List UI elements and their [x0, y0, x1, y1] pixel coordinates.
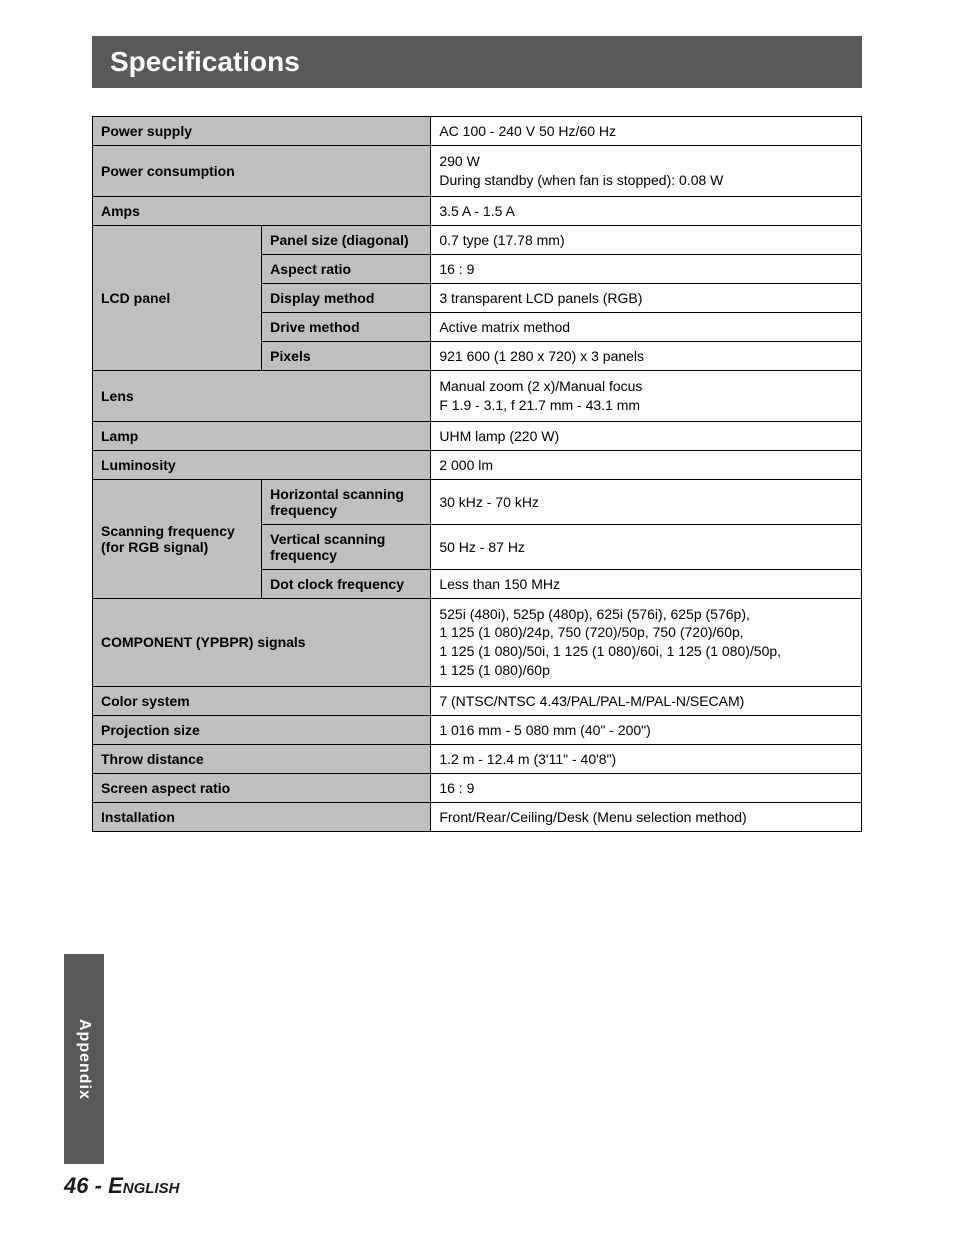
spec-label: Luminosity: [93, 450, 431, 479]
table-row: Luminosity 2 000 lm: [93, 450, 862, 479]
spec-value: Front/Rear/Ceiling/Desk (Menu selection …: [431, 803, 862, 832]
spec-label: Throw distance: [93, 745, 431, 774]
spec-value: Less than 150 MHz: [431, 569, 862, 598]
spec-label: Power supply: [93, 117, 431, 146]
page-language: English: [108, 1173, 179, 1198]
table-row: Power consumption 290 WDuring standby (w…: [93, 146, 862, 197]
spec-group-label: Scanning frequency (for RGB signal): [93, 479, 262, 598]
spec-sub-label: Pixels: [262, 341, 431, 370]
spec-value: UHM lamp (220 W): [431, 421, 862, 450]
spec-value: 16 : 9: [431, 254, 862, 283]
spec-sub-label: Dot clock frequency: [262, 569, 431, 598]
spec-value: 525i (480i), 525p (480p), 625i (576i), 6…: [431, 598, 862, 687]
spec-value: Active matrix method: [431, 312, 862, 341]
table-row: COMPONENT (YPBPR) signals 525i (480i), 5…: [93, 598, 862, 687]
spec-sub-label: Aspect ratio: [262, 254, 431, 283]
spec-label: Color system: [93, 687, 431, 716]
spec-label: Installation: [93, 803, 431, 832]
spec-sub-label: Panel size (diagonal): [262, 225, 431, 254]
table-row: Screen aspect ratio 16 : 9: [93, 774, 862, 803]
spec-value: 3.5 A - 1.5 A: [431, 196, 862, 225]
spec-value: AC 100 - 240 V 50 Hz/60 Hz: [431, 117, 862, 146]
appendix-side-tab-label: Appendix: [75, 1019, 93, 1100]
spec-group-label: LCD panel: [93, 225, 262, 370]
spec-label: Screen aspect ratio: [93, 774, 431, 803]
table-row: Lamp UHM lamp (220 W): [93, 421, 862, 450]
spec-value: 7 (NTSC/NTSC 4.43/PAL/PAL-M/PAL-N/SECAM): [431, 687, 862, 716]
spec-value: 3 transparent LCD panels (RGB): [431, 283, 862, 312]
spec-value: 0.7 type (17.78 mm): [431, 225, 862, 254]
table-row: Throw distance 1.2 m - 12.4 m (3'11" - 4…: [93, 745, 862, 774]
table-row: Power supply AC 100 - 240 V 50 Hz/60 Hz: [93, 117, 862, 146]
spec-value: 1 016 mm - 5 080 mm (40" - 200"): [431, 716, 862, 745]
spec-label: Lens: [93, 370, 431, 421]
table-row: Projection size 1 016 mm - 5 080 mm (40"…: [93, 716, 862, 745]
spec-sub-label: Horizontal scanning frequency: [262, 479, 431, 524]
spec-value: 50 Hz - 87 Hz: [431, 524, 862, 569]
spec-label: COMPONENT (YPBPR) signals: [93, 598, 431, 687]
table-row: Amps 3.5 A - 1.5 A: [93, 196, 862, 225]
page-title: Specifications: [92, 36, 862, 88]
spec-sub-label: Display method: [262, 283, 431, 312]
spec-sub-label: Drive method: [262, 312, 431, 341]
spec-value: 16 : 9: [431, 774, 862, 803]
spec-label: Lamp: [93, 421, 431, 450]
spec-label: Projection size: [93, 716, 431, 745]
table-row: Color system 7 (NTSC/NTSC 4.43/PAL/PAL-M…: [93, 687, 862, 716]
spec-value: 30 kHz - 70 kHz: [431, 479, 862, 524]
appendix-side-tab: Appendix: [64, 954, 104, 1164]
page-number: 46: [64, 1173, 88, 1198]
footer-separator: -: [95, 1173, 108, 1198]
page-footer: 46 - English: [64, 1173, 179, 1199]
spec-value: 1.2 m - 12.4 m (3'11" - 40'8"): [431, 745, 862, 774]
table-row: Scanning frequency (for RGB signal) Hori…: [93, 479, 862, 524]
spec-value: 921 600 (1 280 x 720) x 3 panels: [431, 341, 862, 370]
spec-label: Amps: [93, 196, 431, 225]
spec-label: Power consumption: [93, 146, 431, 197]
table-row: LCD panel Panel size (diagonal) 0.7 type…: [93, 225, 862, 254]
spec-value: Manual zoom (2 x)/Manual focusF 1.9 - 3.…: [431, 370, 862, 421]
table-row: Lens Manual zoom (2 x)/Manual focusF 1.9…: [93, 370, 862, 421]
table-row: Installation Front/Rear/Ceiling/Desk (Me…: [93, 803, 862, 832]
spec-sub-label: Vertical scanning frequency: [262, 524, 431, 569]
spec-value: 2 000 lm: [431, 450, 862, 479]
spec-value: 290 WDuring standby (when fan is stopped…: [431, 146, 862, 197]
specifications-table: Power supply AC 100 - 240 V 50 Hz/60 Hz …: [92, 116, 862, 832]
